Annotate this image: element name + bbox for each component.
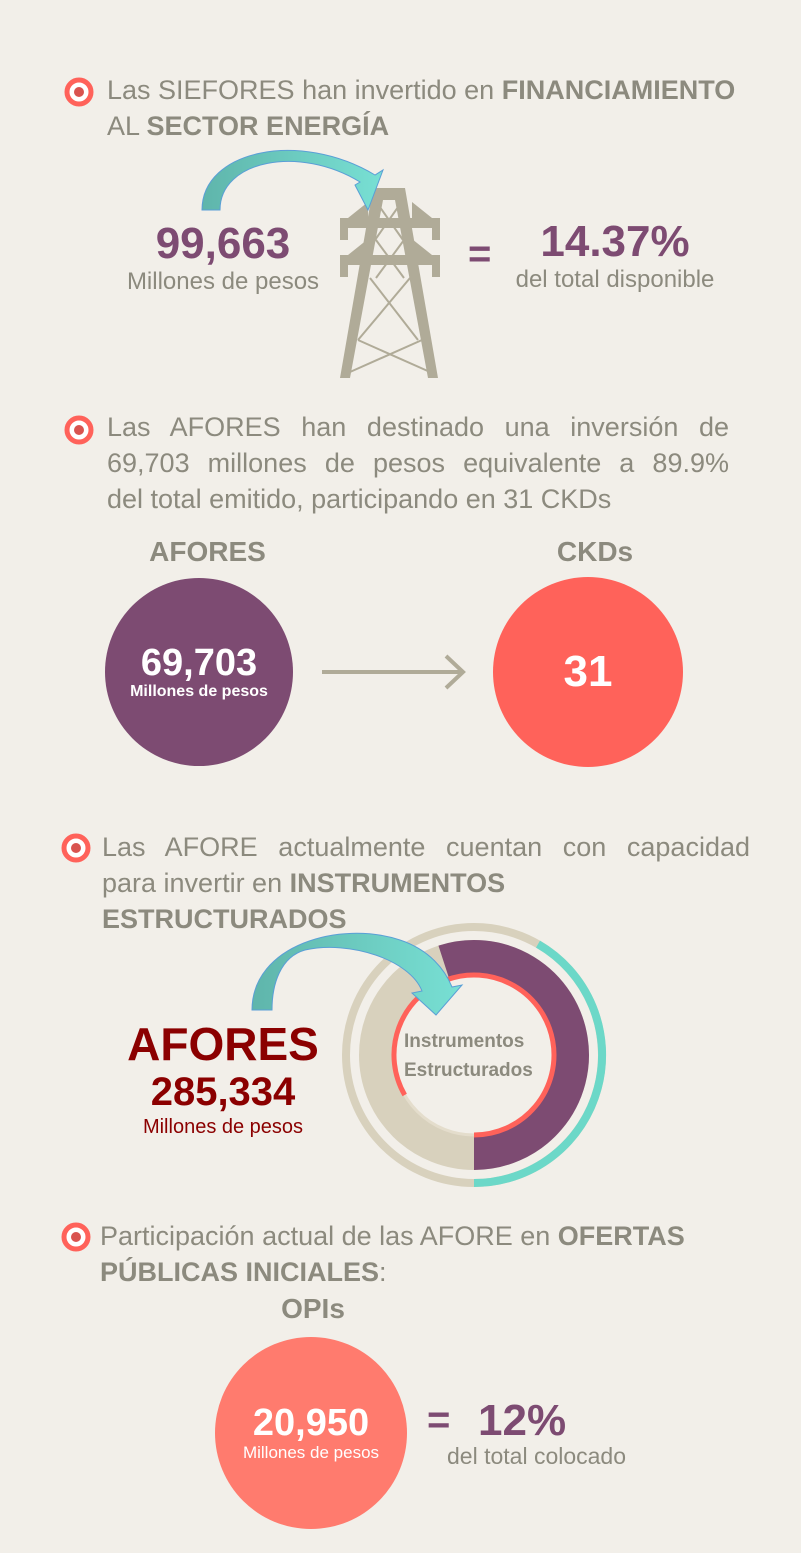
equals-sign: = bbox=[468, 232, 492, 276]
heading-text: para invertir en bbox=[102, 868, 290, 898]
target-bullet-icon bbox=[64, 415, 94, 445]
ring-label-line: Estructurados bbox=[404, 1060, 533, 1081]
purple-arc bbox=[438, 940, 589, 1170]
rings-graphic bbox=[251, 923, 607, 1187]
teal-arc bbox=[473, 940, 607, 1187]
arrow-right-icon bbox=[322, 654, 466, 690]
amount-value: 99,663 bbox=[155, 219, 291, 268]
afores-value: 285,334 bbox=[150, 1070, 296, 1114]
heading-bold: OFERTAS bbox=[557, 1221, 685, 1251]
section2-heading: Las AFORES han destinado una inversión d… bbox=[107, 409, 729, 517]
opis-circle: 20,950 Millones de pesos bbox=[215, 1337, 407, 1529]
heading-bold: INSTRUMENTOS ESTRUCTURADOS bbox=[102, 868, 506, 934]
equals-sign: = bbox=[427, 1398, 451, 1442]
percent-label: del total disponible bbox=[515, 266, 715, 293]
afores-label: AFORES bbox=[127, 1018, 319, 1070]
heading-bold: SECTOR ENERGÍA bbox=[146, 111, 390, 141]
percent-value: 14.37% bbox=[540, 217, 690, 266]
power-tower-icon bbox=[201, 149, 440, 378]
target-bullet-icon bbox=[64, 77, 94, 107]
ring-label-line: Instrumentos bbox=[404, 1031, 525, 1052]
heading-text: Participación actual de las AFORE en bbox=[100, 1221, 558, 1251]
heading-line: del total emitido, participando en 31 CK… bbox=[107, 484, 612, 514]
afores-label: AFORES bbox=[149, 536, 266, 567]
afores-circle: 69,703 Millones de pesos bbox=[105, 578, 293, 766]
afores-value: 69,703 bbox=[140, 642, 258, 684]
heading-line: Las AFORE actualmente cuentan con capaci… bbox=[102, 832, 750, 862]
afores-unit: Millones de pesos bbox=[142, 1116, 304, 1138]
afores-capacity-block: AFORES 285,334 Millones de pesos bbox=[120, 1018, 326, 1140]
heading-text: AL bbox=[107, 111, 147, 141]
percent-block: 14.37% del total disponible bbox=[500, 218, 730, 294]
curved-arrow-icon bbox=[251, 932, 464, 1016]
ckds-label: CKDs bbox=[556, 536, 634, 567]
percent-label: del total colocado bbox=[447, 1443, 627, 1469]
opis-unit: Millones de pesos bbox=[242, 1443, 380, 1462]
heading-text: Las SIEFORES han invertido en bbox=[107, 75, 502, 105]
percent-value: 12% bbox=[478, 1396, 567, 1445]
heading-line: Las AFORES han destinado una inversión d… bbox=[107, 412, 729, 442]
opis-label: OPIs bbox=[281, 1293, 345, 1324]
heading-bold: FINANCIAMIENTO bbox=[501, 75, 736, 105]
amount-unit: Millones de pesos bbox=[126, 268, 320, 295]
heading-text: : bbox=[379, 1257, 387, 1287]
section3-heading: Las AFORE actualmente cuentan con capaci… bbox=[102, 829, 750, 937]
ring-label: Instrumentos Estructurados bbox=[404, 1027, 554, 1085]
target-bullet-icon bbox=[61, 1222, 91, 1252]
section1-heading: Las SIEFORES han invertido en FINANCIAMI… bbox=[107, 72, 735, 144]
target-bullet-icon bbox=[61, 833, 91, 863]
section4-heading: Participación actual de las AFORE en OFE… bbox=[100, 1218, 685, 1290]
afores-unit: Millones de pesos bbox=[130, 683, 268, 700]
heading-line: 69,703 millones de pesos equivalente a 8… bbox=[107, 448, 729, 478]
ckds-value: 31 bbox=[563, 647, 613, 696]
heading-bold: PÚBLICAS INICIALES bbox=[100, 1257, 380, 1287]
ckds-circle: 31 bbox=[493, 577, 683, 767]
red-arc bbox=[391, 972, 557, 1138]
opis-value: 20,950 bbox=[252, 1402, 370, 1444]
amount-block: 99,663 Millones de pesos bbox=[110, 220, 336, 296]
curved-arrow-icon bbox=[201, 149, 384, 212]
